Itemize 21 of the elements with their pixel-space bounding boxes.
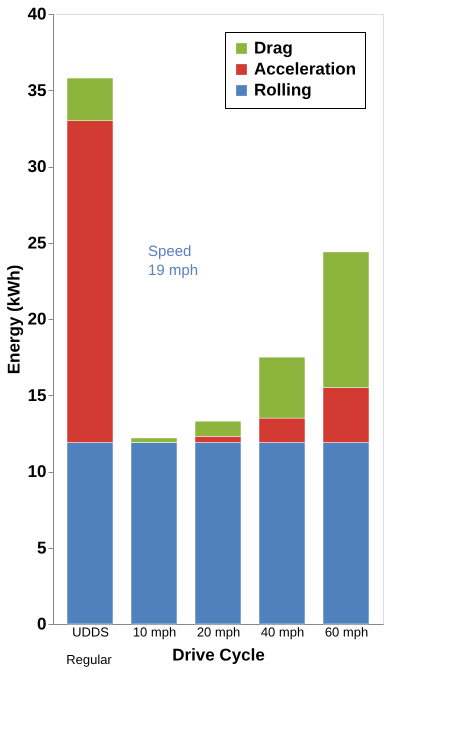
y-tick-label: 10 [28,462,46,481]
y-tick-label: 20 [28,310,46,328]
y-tick-label: 5 [37,538,46,558]
text: Regular [66,652,112,667]
y-tick-label: 0 [37,614,46,634]
y-tick-label: 40 [28,4,46,24]
y-tick-label: 25 [28,233,46,252]
x-tick-label: 60 mph [324,624,368,640]
y-tick-label: 15 [28,386,46,405]
y-tick-label: 35 [28,80,46,100]
x-axis-title: Drive Cycle [172,646,265,664]
x-tick-label: 20 mph [196,624,240,640]
annotation: Speed 19 mph [148,243,198,279]
x-tick-label: 10 mph [132,624,176,640]
legend-label: Acceleration [254,60,356,78]
x-tick-label: 40 mph [260,624,304,640]
legend-label: Rolling [254,80,312,100]
legend-label: Drag [254,38,293,58]
x-tick-label: UDDS [72,624,110,640]
y-axis-title: Energy (kWh) [4,264,24,374]
y-tick-label: 30 [28,157,46,176]
